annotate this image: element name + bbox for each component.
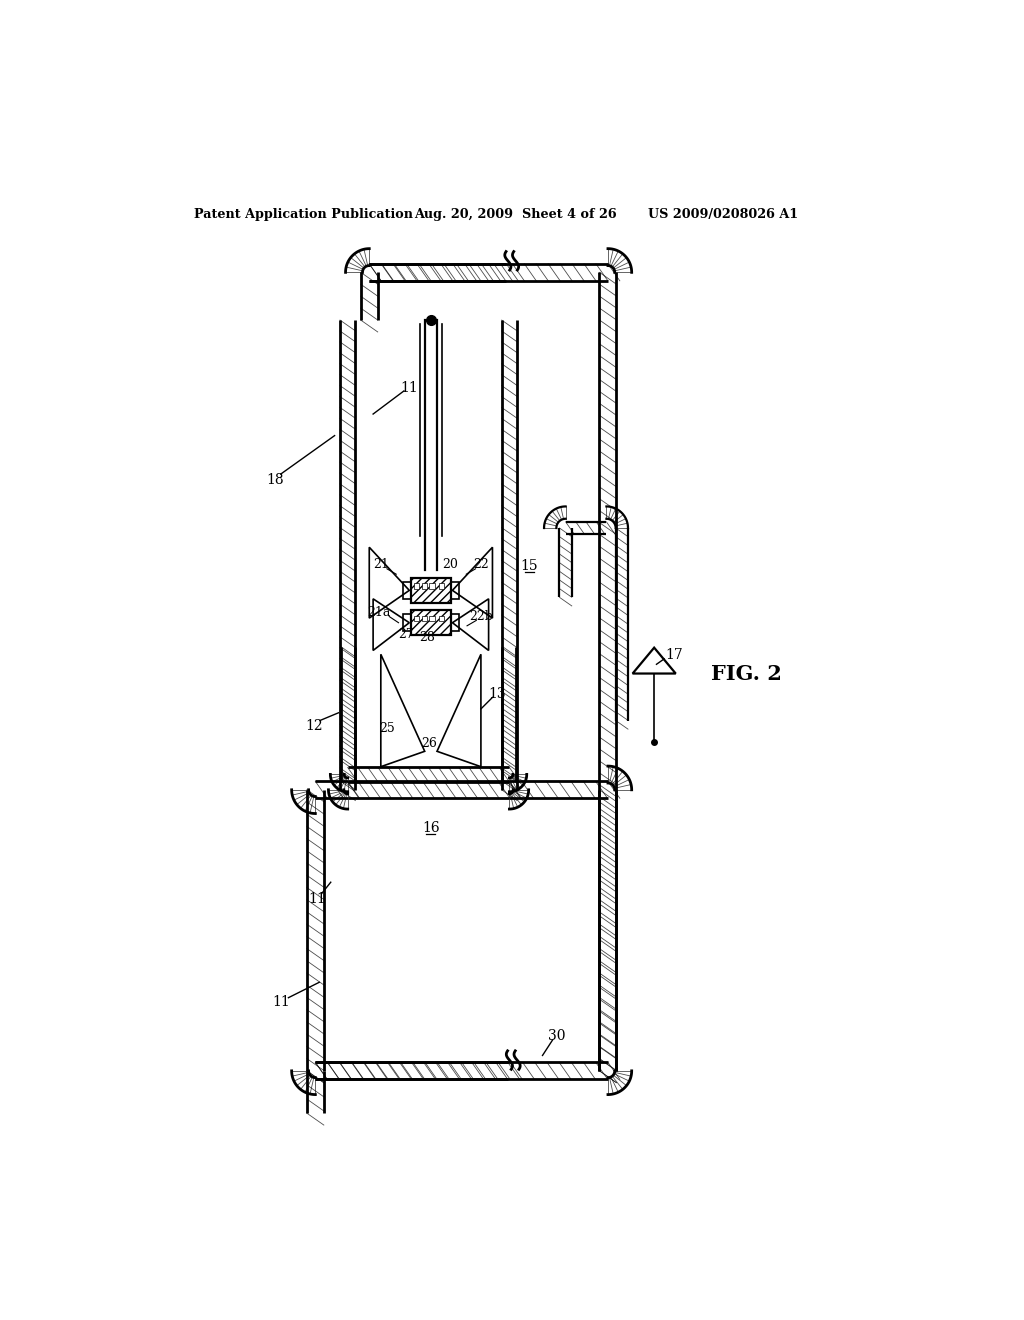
Text: 26: 26 (422, 737, 437, 750)
Text: 11: 11 (308, 892, 326, 906)
Text: 27: 27 (398, 628, 414, 640)
Text: 16: 16 (422, 821, 439, 836)
Bar (451, 582, 459, 599)
Bar (422, 615, 427, 622)
Bar (403, 614, 411, 631)
Text: Aug. 20, 2009  Sheet 4 of 26: Aug. 20, 2009 Sheet 4 of 26 (414, 209, 616, 222)
Text: 11: 11 (272, 994, 291, 1008)
Text: 21: 21 (373, 558, 389, 572)
Text: US 2009/0208026 A1: US 2009/0208026 A1 (648, 209, 798, 222)
Text: 22b: 22b (469, 610, 493, 623)
Text: 20: 20 (442, 557, 459, 570)
Text: 12: 12 (305, 719, 323, 733)
Text: 30: 30 (548, 1030, 565, 1043)
Bar (429, 615, 435, 622)
Text: 21a: 21a (368, 606, 391, 619)
Bar (411, 610, 451, 635)
Bar (429, 583, 435, 589)
Bar (438, 583, 444, 589)
Bar (414, 615, 419, 622)
Bar (451, 614, 459, 631)
Text: 13: 13 (488, 686, 506, 701)
Bar (438, 615, 444, 622)
Text: 18: 18 (266, 474, 284, 487)
Text: 15: 15 (520, 560, 539, 573)
Text: Patent Application Publication: Patent Application Publication (194, 209, 413, 222)
Bar (422, 583, 427, 589)
Text: 22: 22 (473, 558, 488, 572)
Text: 28: 28 (419, 631, 435, 644)
Text: 25: 25 (379, 722, 395, 735)
Bar (403, 582, 411, 599)
Bar (411, 578, 451, 603)
Text: 11: 11 (400, 381, 418, 395)
Text: 17: 17 (666, 648, 683, 663)
Text: FIG. 2: FIG. 2 (711, 664, 782, 684)
Bar (414, 583, 419, 589)
